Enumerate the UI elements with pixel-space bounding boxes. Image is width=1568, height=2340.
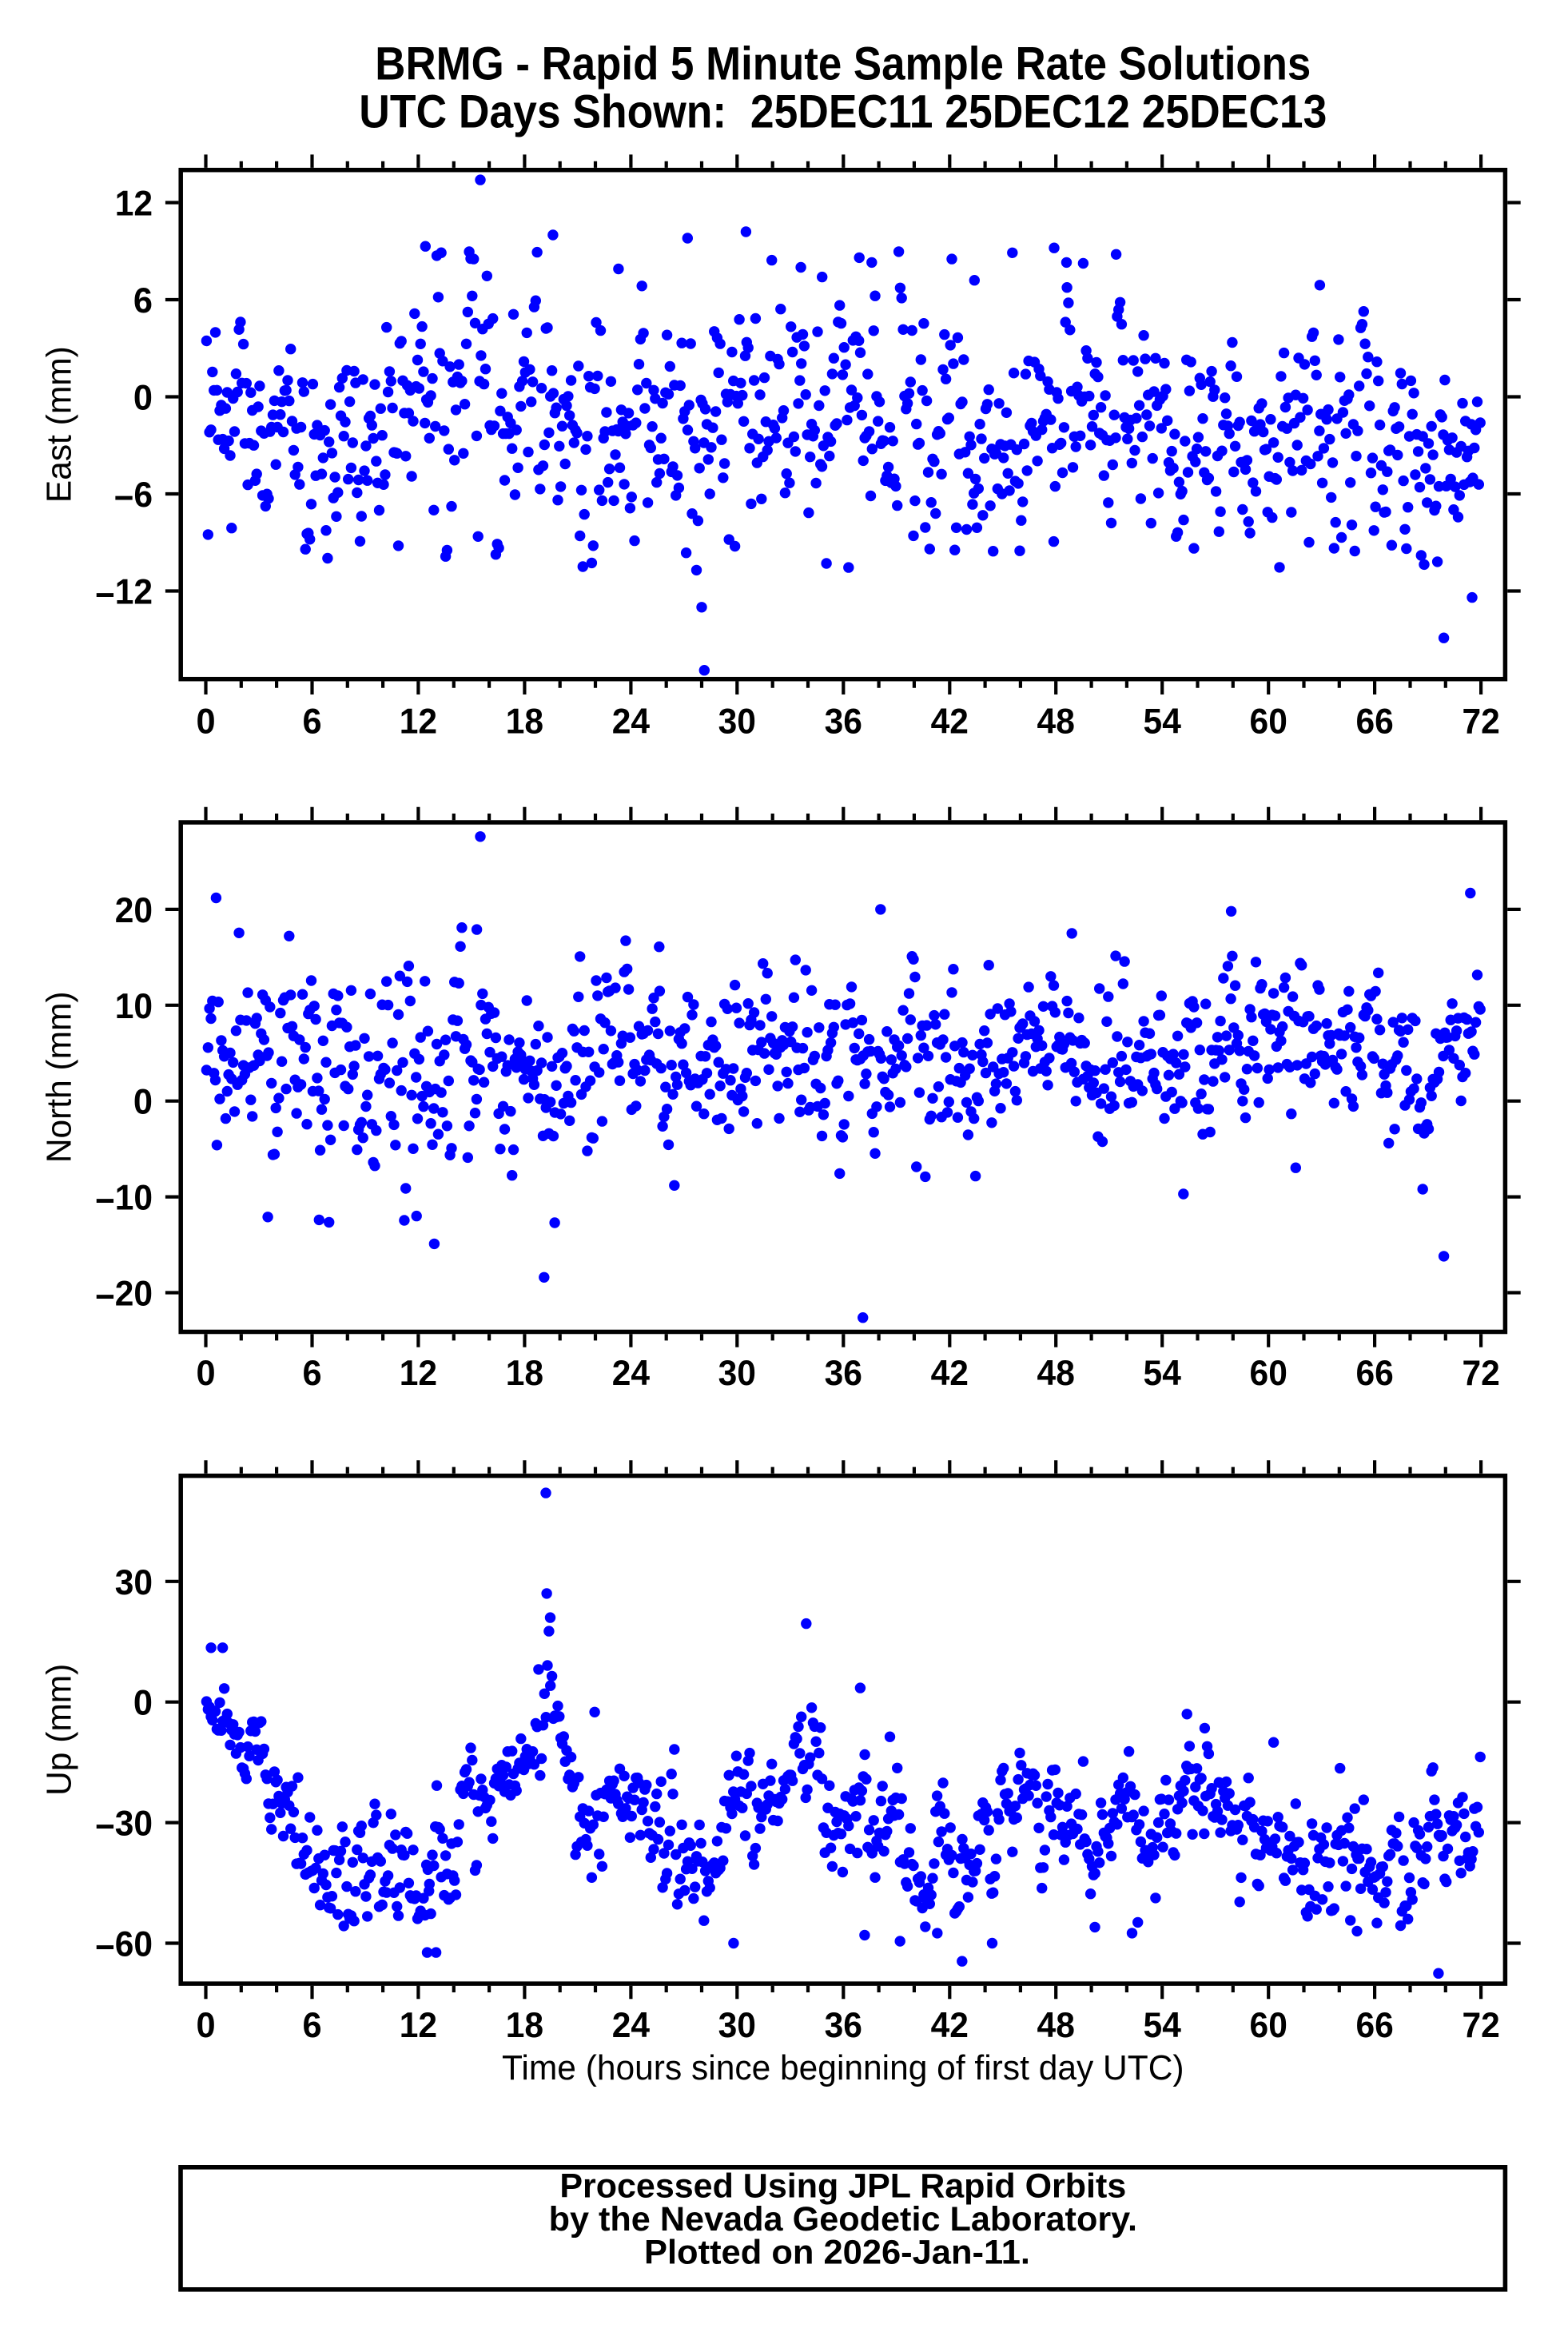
svg-text:East (mm): East (mm) bbox=[40, 346, 79, 503]
svg-text:10: 10 bbox=[115, 987, 153, 1026]
svg-text:0: 0 bbox=[133, 379, 153, 418]
svg-text:Up (mm): Up (mm) bbox=[40, 1664, 79, 1796]
svg-text:42: 42 bbox=[931, 1354, 969, 1393]
svg-text:60: 60 bbox=[1250, 2006, 1287, 2045]
svg-text:12: 12 bbox=[400, 1354, 437, 1393]
svg-text:72: 72 bbox=[1462, 2006, 1499, 2045]
svg-text:Time (hours since beginning of: Time (hours since beginning of first day… bbox=[502, 2048, 1184, 2087]
svg-text:12: 12 bbox=[400, 2006, 437, 2045]
svg-text:18: 18 bbox=[506, 702, 543, 741]
svg-text:0: 0 bbox=[133, 1684, 153, 1723]
svg-text:66: 66 bbox=[1355, 1354, 1393, 1393]
svg-text:−10: −10 bbox=[95, 1179, 153, 1221]
svg-text:−60: −60 bbox=[95, 1925, 153, 1968]
svg-text:30: 30 bbox=[718, 702, 756, 741]
svg-text:54: 54 bbox=[1144, 1354, 1182, 1393]
svg-text:0: 0 bbox=[196, 2006, 215, 2045]
svg-text:36: 36 bbox=[825, 2006, 862, 2045]
svg-text:−30: −30 bbox=[95, 1805, 153, 1847]
svg-text:20: 20 bbox=[115, 891, 153, 930]
svg-text:North (mm): North (mm) bbox=[40, 991, 79, 1163]
svg-text:6: 6 bbox=[302, 702, 321, 741]
svg-text:36: 36 bbox=[825, 1354, 862, 1393]
svg-text:24: 24 bbox=[612, 702, 651, 741]
svg-text:12: 12 bbox=[400, 702, 437, 741]
svg-text:0: 0 bbox=[196, 1354, 215, 1393]
svg-text:6: 6 bbox=[302, 1354, 321, 1393]
svg-text:BRMG - Rapid 5 Minute Sample R: BRMG - Rapid 5 Minute Sample Rate Soluti… bbox=[375, 38, 1311, 90]
svg-text:60: 60 bbox=[1250, 1354, 1287, 1393]
svg-text:−20: −20 bbox=[95, 1275, 153, 1317]
svg-text:6: 6 bbox=[302, 2006, 321, 2045]
svg-text:72: 72 bbox=[1462, 702, 1499, 741]
svg-text:42: 42 bbox=[931, 2006, 969, 2045]
svg-text:−12: −12 bbox=[95, 573, 153, 615]
svg-text:48: 48 bbox=[1037, 702, 1075, 741]
svg-text:30: 30 bbox=[718, 2006, 756, 2045]
svg-text:60: 60 bbox=[1250, 702, 1287, 741]
svg-text:−6: −6 bbox=[114, 476, 153, 518]
svg-text:UTC Days Shown: 25DEC11 25DEC: UTC Days Shown: 25DEC11 25DEC12 25DEC13 bbox=[359, 86, 1327, 138]
svg-text:18: 18 bbox=[506, 1354, 543, 1393]
svg-text:24: 24 bbox=[612, 1354, 651, 1393]
svg-text:30: 30 bbox=[718, 1354, 756, 1393]
svg-text:Plotted on 2026-Jan-11.: Plotted on 2026-Jan-11. bbox=[644, 2234, 1030, 2272]
svg-text:48: 48 bbox=[1037, 2006, 1075, 2045]
svg-text:12: 12 bbox=[115, 185, 153, 224]
svg-text:0: 0 bbox=[196, 702, 215, 741]
svg-text:54: 54 bbox=[1144, 702, 1182, 741]
svg-text:42: 42 bbox=[931, 702, 969, 741]
svg-text:66: 66 bbox=[1355, 2006, 1393, 2045]
svg-text:Processed Using JPL Rapid Orbi: Processed Using JPL Rapid Orbits bbox=[559, 2167, 1126, 2206]
svg-text:by the Nevada Geodetic Laborat: by the Nevada Geodetic Laboratory. bbox=[549, 2200, 1137, 2239]
svg-text:24: 24 bbox=[612, 2006, 651, 2045]
svg-text:66: 66 bbox=[1355, 702, 1393, 741]
svg-text:18: 18 bbox=[506, 2006, 543, 2045]
svg-text:0: 0 bbox=[133, 1083, 153, 1122]
svg-text:36: 36 bbox=[825, 702, 862, 741]
svg-text:72: 72 bbox=[1462, 1354, 1499, 1393]
svg-text:54: 54 bbox=[1144, 2006, 1182, 2045]
svg-text:30: 30 bbox=[115, 1563, 153, 1602]
svg-text:6: 6 bbox=[133, 281, 153, 320]
svg-text:48: 48 bbox=[1037, 1354, 1075, 1393]
